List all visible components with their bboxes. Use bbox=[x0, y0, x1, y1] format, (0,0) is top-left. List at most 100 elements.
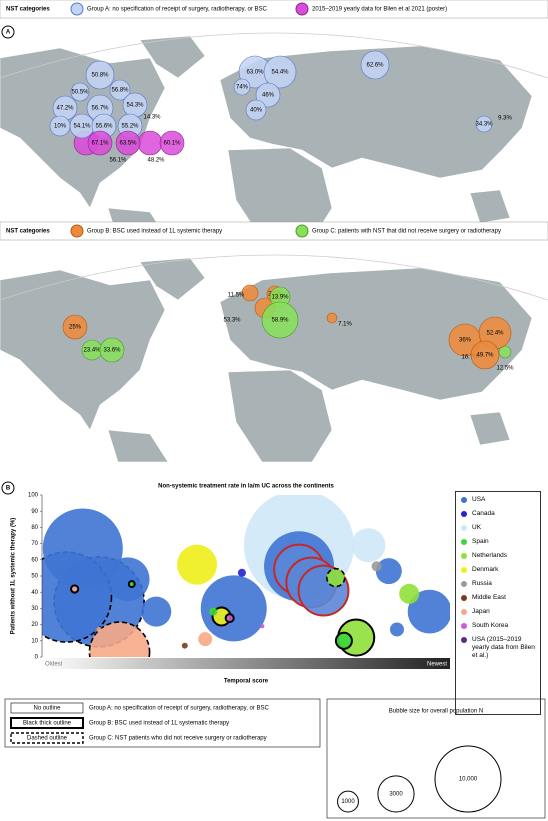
legend-label: USA (2015–2019 yearly data from Bilen et… bbox=[472, 636, 535, 659]
legend-swatch bbox=[461, 609, 467, 615]
legend-swatch bbox=[461, 567, 467, 573]
legend-label: Netherlands bbox=[472, 552, 508, 559]
chart-title: Non-systemic treatment rate in la/m UC a… bbox=[158, 484, 334, 490]
bubble bbox=[105, 557, 150, 602]
legend-label: UK bbox=[472, 524, 482, 531]
map-bubble bbox=[62, 314, 88, 340]
y-tick-label: 0 bbox=[35, 655, 39, 661]
map-label: 58.9% bbox=[271, 318, 289, 324]
size-label: 3000 bbox=[389, 792, 403, 798]
panel-label-circle bbox=[1, 481, 15, 495]
bubble bbox=[177, 544, 218, 585]
map-label: 25% bbox=[69, 325, 82, 331]
legend-swatch bbox=[461, 525, 467, 531]
map-label: 60.1% bbox=[163, 141, 181, 147]
legend-box bbox=[0, 0, 548, 19]
map-bubble bbox=[87, 130, 113, 156]
map-bubble bbox=[109, 79, 131, 101]
map-label: 33.6% bbox=[103, 348, 121, 354]
size-label: 10,000 bbox=[459, 777, 478, 783]
map-label: 54.3% bbox=[126, 103, 144, 109]
map-bubble bbox=[498, 345, 512, 359]
y-tick-label: 80 bbox=[31, 525, 38, 531]
map-label: 40% bbox=[250, 108, 263, 114]
legend-title: NST categories bbox=[6, 7, 50, 13]
outline-sample bbox=[10, 732, 84, 744]
map-label: 54.4% bbox=[271, 70, 289, 76]
map-label: 67.1% bbox=[91, 141, 109, 147]
legend-swatch bbox=[461, 553, 467, 559]
map-label: 46% bbox=[262, 93, 275, 99]
outline-style: Dashed outline bbox=[27, 736, 68, 742]
x-axis-label: Temporal score bbox=[224, 679, 269, 685]
legend-box bbox=[0, 221, 548, 241]
y-tick-label: 90 bbox=[31, 509, 38, 515]
map-label: 56.7% bbox=[91, 106, 109, 112]
map-label: 63.5% bbox=[119, 141, 137, 147]
map-label: 50.8% bbox=[91, 73, 109, 79]
map-label: 56.8% bbox=[111, 88, 129, 94]
map-label: 14.3% bbox=[143, 115, 161, 121]
map-bubbles: 25%23.4%33.6%11.5%2.1%13.9%53.3%58.9%7.1… bbox=[62, 284, 514, 372]
outline-text: Group B: BSC used instead of 1L systemat… bbox=[89, 721, 229, 727]
legend-item: Group C: patients with NST that did not … bbox=[312, 229, 501, 235]
map-bubble bbox=[233, 78, 251, 96]
size-legend-title: Bubble size for overall population N bbox=[389, 709, 483, 715]
bubble bbox=[371, 561, 382, 572]
legend-item: 2015–2019 yearly data for Bilen et al 20… bbox=[312, 7, 447, 13]
legend-label: Middle East bbox=[472, 594, 506, 601]
bubble bbox=[351, 528, 386, 563]
size-sample bbox=[377, 775, 415, 813]
bubble bbox=[181, 642, 188, 649]
map-label: 55.2% bbox=[121, 124, 139, 130]
bubble bbox=[224, 613, 235, 624]
legend-item: Netherlands bbox=[459, 552, 537, 560]
legend-item: Group B: BSC used instead of 1L systemic… bbox=[87, 229, 222, 235]
map-bubble bbox=[137, 130, 163, 156]
legend-label: Denmark bbox=[472, 566, 499, 573]
map-label: 50.5% bbox=[71, 90, 89, 96]
legend-item: Middle East bbox=[459, 594, 537, 602]
y-tick-label: 20 bbox=[31, 622, 38, 628]
map-bubble bbox=[261, 301, 299, 339]
x-end-label: Newest bbox=[427, 662, 447, 668]
bubble bbox=[325, 567, 346, 588]
bubble bbox=[334, 631, 353, 650]
outline-style: No outline bbox=[33, 706, 61, 712]
y-tick-label: 30 bbox=[31, 606, 38, 612]
map-label: 12.5% bbox=[496, 366, 514, 372]
map-bubble bbox=[99, 337, 125, 363]
bubble bbox=[407, 589, 450, 634]
temporal-gradient bbox=[42, 658, 450, 669]
y-tick-label: 100 bbox=[28, 493, 39, 499]
outline-text: Group A: no specification of receipt of … bbox=[89, 706, 270, 712]
panel-label-circle bbox=[1, 25, 15, 39]
outline-sample bbox=[10, 717, 84, 729]
bubble bbox=[209, 607, 218, 616]
map-label: 13.9% bbox=[271, 295, 289, 301]
y-tick-label: 40 bbox=[31, 590, 38, 596]
bubble bbox=[198, 632, 213, 647]
legend-label: Japan bbox=[472, 608, 490, 615]
map-label: 36% bbox=[459, 338, 472, 344]
map-label: 47.2% bbox=[56, 106, 74, 112]
map-label: 62.6% bbox=[366, 63, 384, 69]
x-start-label: Oldest bbox=[45, 662, 63, 668]
legend-swatch bbox=[461, 581, 467, 587]
legend-swatch bbox=[70, 224, 84, 238]
map-bubble bbox=[255, 82, 281, 108]
plot-area bbox=[42, 495, 450, 657]
size-sample bbox=[337, 790, 359, 813]
legend-swatch bbox=[461, 637, 467, 643]
legend-item: Spain bbox=[459, 538, 537, 546]
map-bubble bbox=[241, 284, 259, 302]
map-label: 9.3% bbox=[498, 116, 512, 122]
legend-swatch bbox=[295, 224, 309, 238]
map-label: 52.4% bbox=[486, 331, 504, 337]
map-label: 11.5% bbox=[228, 293, 245, 299]
legend-swatch bbox=[295, 2, 309, 16]
legend-title: NST categories bbox=[6, 229, 50, 235]
bubble bbox=[141, 596, 172, 627]
legend-item: Denmark bbox=[459, 566, 537, 574]
